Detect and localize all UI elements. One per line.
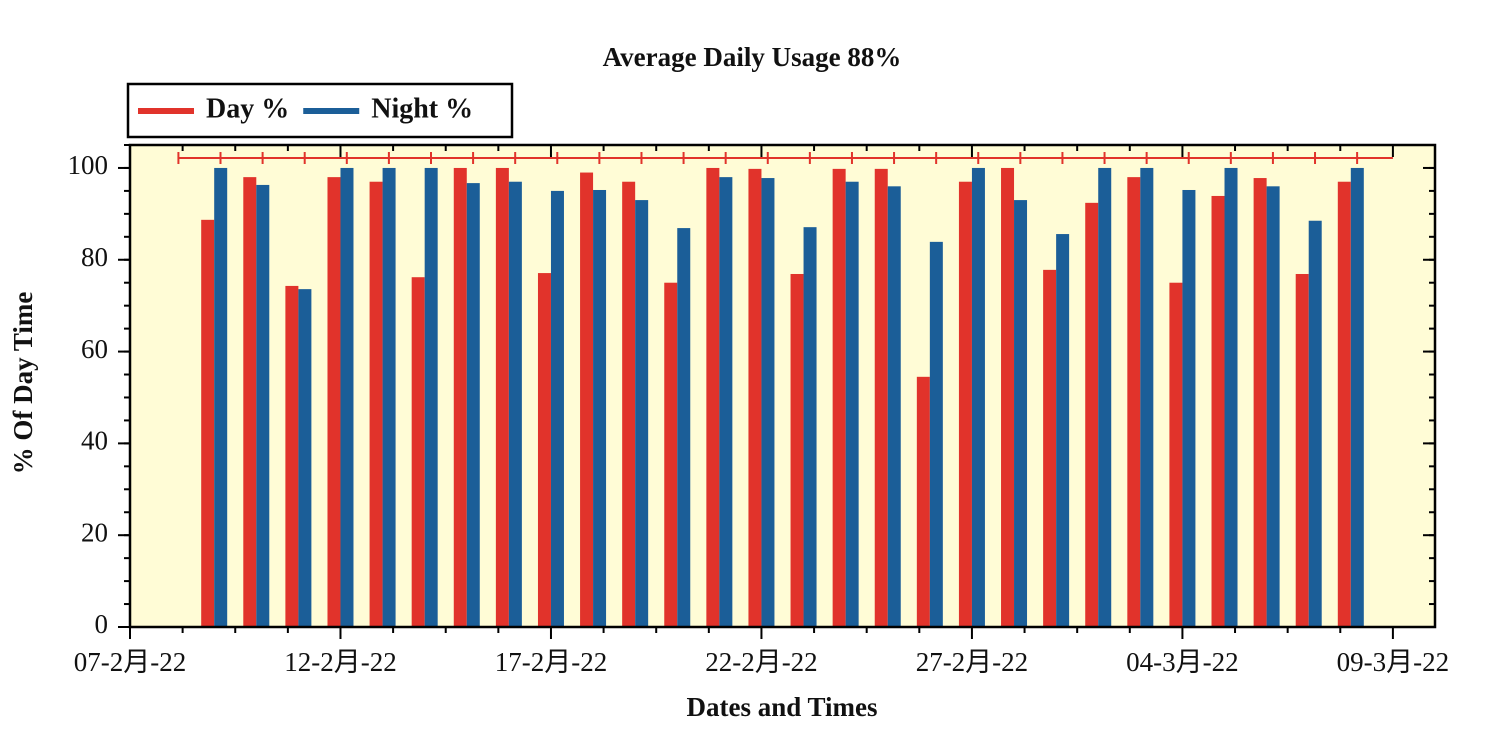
bar	[971, 167, 985, 627]
bar	[327, 177, 341, 627]
bar	[803, 227, 817, 627]
bar	[1127, 177, 1141, 627]
x-axis-label: Dates and Times	[686, 692, 877, 722]
y-tick-label: 60	[81, 334, 108, 364]
bar	[593, 189, 607, 627]
bar	[706, 167, 720, 627]
bar	[214, 167, 228, 627]
bar	[466, 183, 480, 627]
bar	[508, 181, 522, 627]
bar	[1337, 181, 1351, 627]
bar	[382, 167, 396, 627]
bar	[664, 282, 678, 627]
bar	[887, 186, 901, 628]
bar	[495, 167, 509, 627]
bar	[285, 285, 299, 627]
bar	[1308, 220, 1322, 627]
bar	[369, 181, 383, 627]
y-tick-label: 40	[81, 426, 108, 456]
bar	[677, 228, 691, 627]
y-tick-label: 100	[68, 150, 109, 180]
x-tick-label: 27-2月-22	[916, 647, 1028, 677]
bar	[340, 167, 354, 627]
bar	[537, 273, 551, 627]
bar	[761, 178, 775, 627]
x-tick-label: 09-3月-22	[1337, 647, 1449, 677]
y-tick-label: 0	[95, 609, 109, 639]
bar	[1098, 167, 1112, 627]
bar	[298, 289, 312, 627]
x-tick-label: 17-2月-22	[495, 647, 607, 677]
bar	[1253, 178, 1267, 627]
y-tick-label: 20	[81, 517, 108, 547]
bar	[748, 168, 762, 627]
x-tick-label: 12-2月-22	[284, 647, 396, 677]
bar	[1266, 186, 1280, 628]
bar	[1295, 273, 1309, 627]
y-tick-label: 80	[81, 242, 108, 272]
bar	[916, 376, 930, 627]
bar	[1211, 195, 1225, 627]
bar	[411, 277, 425, 627]
bar	[832, 168, 846, 627]
bar	[635, 200, 649, 628]
bar	[1085, 202, 1099, 627]
bar	[874, 168, 888, 627]
x-tick-label: 07-2月-22	[74, 647, 186, 677]
bar	[958, 181, 972, 627]
legend-label: Night %	[371, 93, 473, 124]
bar	[453, 167, 467, 627]
bar	[1043, 269, 1057, 627]
bar	[424, 167, 438, 627]
bar	[1140, 167, 1154, 627]
bar	[1224, 167, 1238, 627]
bar	[1001, 167, 1015, 627]
legend-label: Day %	[206, 93, 289, 124]
y-axis-label: % Of Day Time	[8, 292, 38, 475]
x-tick-label: 22-2月-22	[705, 647, 817, 677]
bar	[622, 181, 636, 627]
bar	[1350, 167, 1364, 627]
bar	[1014, 200, 1028, 628]
x-tick-label: 04-3月-22	[1126, 647, 1238, 677]
bar	[1056, 234, 1070, 627]
plot-background	[130, 145, 1435, 627]
bar	[256, 184, 270, 628]
bar	[580, 172, 594, 628]
bar	[201, 219, 215, 627]
bar	[790, 273, 804, 627]
bar	[550, 190, 564, 627]
plot-frame	[128, 143, 1437, 629]
chart-title: Average Daily Usage 88%	[603, 42, 902, 72]
bar	[243, 177, 257, 627]
bar	[929, 241, 943, 627]
bar	[845, 181, 859, 627]
bar	[719, 177, 733, 627]
bar	[1182, 189, 1196, 627]
bar	[1169, 282, 1183, 627]
